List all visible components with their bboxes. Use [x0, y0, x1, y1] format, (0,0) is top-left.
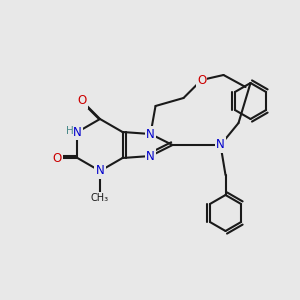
- Text: O: O: [77, 94, 87, 107]
- Text: O: O: [197, 74, 206, 86]
- Text: N: N: [216, 139, 225, 152]
- Text: N: N: [96, 164, 104, 178]
- Text: N: N: [146, 149, 155, 163]
- Text: H: H: [66, 126, 74, 136]
- Text: O: O: [53, 152, 62, 164]
- Text: N: N: [73, 125, 82, 139]
- Text: N: N: [146, 128, 155, 140]
- Text: CH₃: CH₃: [91, 193, 109, 203]
